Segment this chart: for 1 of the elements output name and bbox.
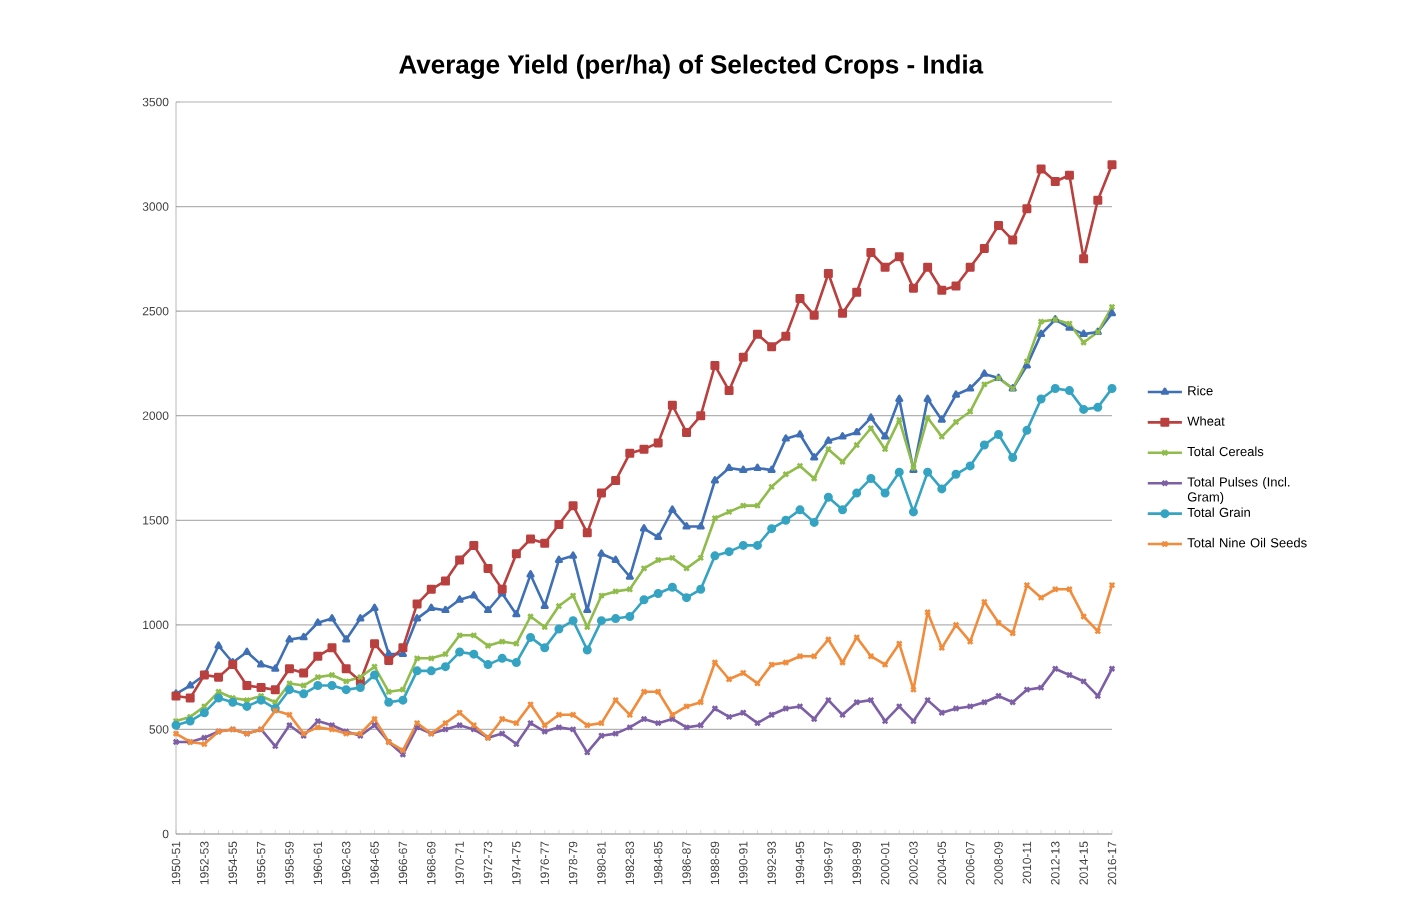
chart-title: Average Yield (per/ha) of Selected Crops - India (399, 54, 984, 79)
